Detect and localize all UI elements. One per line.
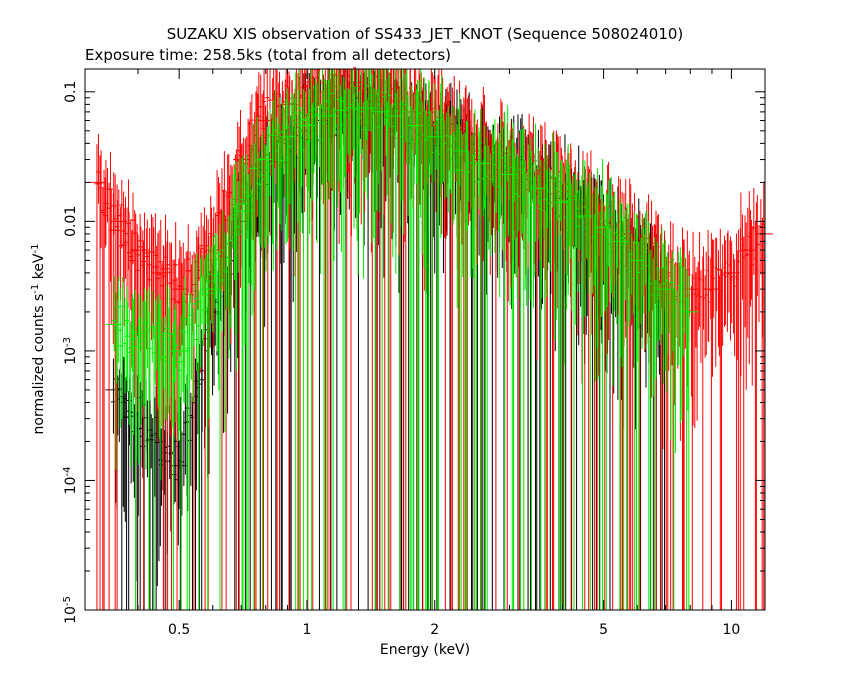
x-axis-ticks: 0.5 1 2 5 10 — [84, 69, 740, 638]
y-axis-label: normalized counts s-1 keV-1 — [30, 244, 48, 435]
x-tick-label: 5 — [599, 622, 608, 638]
y-axis-label-main: normalized counts s — [31, 294, 47, 435]
series-2 — [105, 69, 699, 610]
svg-text:0.01: 0.01 — [63, 206, 79, 237]
svg-text:10-3: 10-3 — [62, 337, 80, 365]
series-layer — [88, 67, 773, 610]
svg-text:10-5: 10-5 — [62, 596, 80, 624]
y-tick-label: 0.01 — [63, 206, 79, 237]
svg-text:10-4: 10-4 — [62, 467, 80, 495]
x-tick-label: 10 — [722, 622, 740, 638]
x-tick-label: 2 — [430, 622, 439, 638]
chart-subtitle: Exposure time: 258.5ks (total from all d… — [85, 46, 451, 64]
y-axis-label-mid: keV — [31, 253, 47, 284]
y-tick-label: 10-4 — [62, 467, 80, 495]
x-axis-label: Energy (keV) — [380, 642, 470, 658]
y-axis-ticks: 10-5 10-4 10-3 0.01 0.1 — [62, 81, 765, 624]
plot-frame — [84, 68, 766, 611]
y-tick-label: 10-5 — [62, 596, 80, 624]
y-axis-label-sup2: -1 — [30, 244, 41, 254]
y-tick-label: 0.1 — [63, 81, 79, 103]
svg-text:0.1: 0.1 — [63, 81, 79, 103]
y-tick-label: 10-3 — [62, 337, 80, 365]
y-axis-label-sup1: -1 — [30, 284, 41, 294]
x-tick-label: 1 — [302, 622, 311, 638]
chart-title: SUZAKU XIS observation of SS433_JET_KNOT… — [167, 25, 684, 44]
x-tick-label: 0.5 — [168, 622, 190, 638]
